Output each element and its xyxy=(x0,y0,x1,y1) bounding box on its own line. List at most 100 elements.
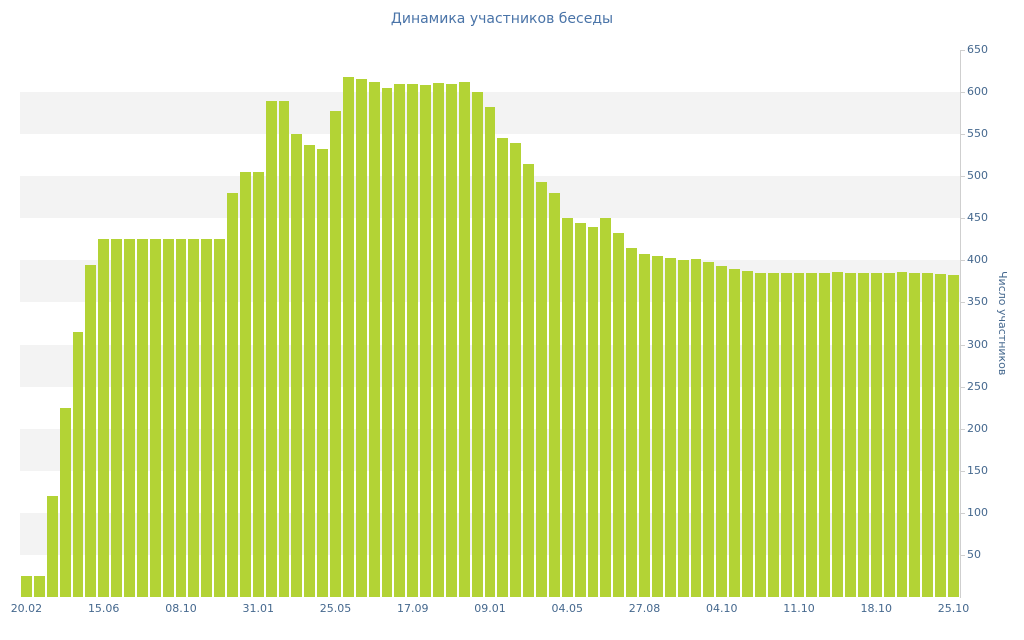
bar xyxy=(690,258,702,597)
x-tick-label: 25.05 xyxy=(319,602,352,615)
y-tick-mark xyxy=(960,260,965,262)
x-tick-label: 17.09 xyxy=(396,602,429,615)
bar xyxy=(433,82,444,597)
bar xyxy=(239,172,251,597)
bar xyxy=(111,239,122,597)
y-tick-mark xyxy=(960,50,965,51)
x-tick-label: 25.10 xyxy=(937,602,970,615)
bar xyxy=(845,273,856,597)
y-tick-label: 650 xyxy=(967,43,988,56)
y-axis-title: Число участников xyxy=(996,271,1009,376)
x-tick-label: 20.02 xyxy=(10,602,43,615)
x-tick-label: 11.10 xyxy=(783,602,815,615)
y-tick-mark xyxy=(960,218,965,220)
y-tick-mark xyxy=(960,92,965,94)
bar xyxy=(149,239,161,597)
x-tick-label: 04.05 xyxy=(551,602,584,615)
bar xyxy=(381,87,393,597)
bar xyxy=(574,222,586,597)
y-tick-mark xyxy=(960,386,965,388)
bar xyxy=(355,78,367,597)
y-tick-mark xyxy=(960,470,965,472)
bar xyxy=(767,273,779,597)
bar xyxy=(909,273,921,597)
y-tick-mark xyxy=(960,176,965,178)
bar xyxy=(754,273,766,597)
bar xyxy=(742,271,753,597)
bar xyxy=(651,256,663,597)
y-tick-label: 200 xyxy=(967,421,988,435)
bar xyxy=(21,575,32,597)
bar xyxy=(806,273,818,597)
bar xyxy=(278,100,290,597)
bar xyxy=(227,193,238,597)
bar xyxy=(587,226,599,597)
bar xyxy=(497,138,509,597)
bar xyxy=(600,218,612,597)
x-tick-label: 08.10 xyxy=(165,602,197,615)
bar xyxy=(317,149,329,597)
bar xyxy=(948,274,959,597)
y-tick-label: 600 xyxy=(967,85,988,99)
y-tick-label: 100 xyxy=(967,505,988,519)
bar xyxy=(548,193,560,597)
bar xyxy=(342,76,354,597)
y-tick-label: 500 xyxy=(967,169,988,183)
bar xyxy=(201,239,213,597)
y-tick-mark xyxy=(960,512,965,514)
y-tick-label: 550 xyxy=(967,127,988,141)
y-tick-mark xyxy=(960,302,965,304)
y-tick-label: 350 xyxy=(967,295,988,309)
bar xyxy=(664,257,676,597)
bar xyxy=(896,272,908,597)
y-tick-mark xyxy=(960,134,965,136)
bar xyxy=(857,273,869,597)
bar xyxy=(819,273,831,597)
y-tick-mark xyxy=(960,428,965,430)
bar xyxy=(639,253,650,597)
y-tick-label: 150 xyxy=(967,463,988,477)
bar xyxy=(445,83,457,597)
bar xyxy=(98,239,110,597)
y-tick-label: 400 xyxy=(967,253,988,267)
bar xyxy=(677,260,689,597)
bar xyxy=(330,110,341,597)
x-tick-label: 15.06 xyxy=(87,602,120,615)
y-tick-label: 300 xyxy=(967,337,988,351)
bar xyxy=(368,81,380,597)
bar xyxy=(420,84,432,597)
bar xyxy=(458,81,470,597)
bar xyxy=(394,83,406,597)
bar xyxy=(561,218,573,597)
y-tick-label: 450 xyxy=(967,211,988,225)
bar xyxy=(922,273,934,597)
bar xyxy=(59,407,71,597)
x-tick-label: 31.01 xyxy=(242,602,274,615)
y-tick-label: 50 xyxy=(967,547,981,561)
chart-title: Динамика участников беседы xyxy=(390,11,614,27)
bar xyxy=(175,239,187,597)
bar xyxy=(484,107,496,597)
bar xyxy=(883,273,895,597)
bar xyxy=(291,134,303,597)
x-tick-label: 27.08 xyxy=(628,602,661,615)
bar xyxy=(252,172,264,597)
x-tick-label: 04.10 xyxy=(706,602,738,615)
bar xyxy=(85,264,97,597)
x-tick-label: 18.10 xyxy=(860,602,893,615)
bar xyxy=(703,262,715,597)
bar xyxy=(613,233,625,597)
y-tick-label: 250 xyxy=(967,379,988,393)
bar xyxy=(523,163,535,597)
bar xyxy=(729,268,741,597)
y-tick-mark xyxy=(960,344,965,346)
bar xyxy=(832,272,844,597)
bar xyxy=(33,575,45,597)
y-tick-mark xyxy=(960,554,965,556)
bar xyxy=(716,266,728,597)
y-axis-line xyxy=(960,50,961,598)
bar xyxy=(46,496,58,597)
x-tick-label: 09.01 xyxy=(474,602,506,615)
bar xyxy=(124,239,135,597)
